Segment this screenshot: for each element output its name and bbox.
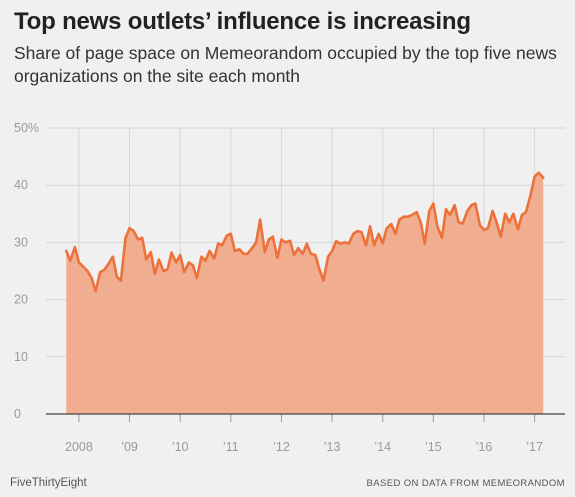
footer-brand: FiveThirtyEight [10, 477, 87, 489]
x-tick-label: ’16 [476, 440, 493, 454]
y-tick-label: 10 [14, 350, 28, 364]
x-tick-label: ’10 [172, 440, 189, 454]
axes: 0 10 20 30 40 50% 2008 ’09 ’10 ’11 ’12 ’13 ’14 ’15 ’16… [14, 121, 565, 454]
y-tick-label: 40 [14, 178, 28, 192]
y-tick-label: 50% [14, 121, 39, 135]
x-tick-label: 2008 [65, 440, 93, 454]
y-tick-label: 0 [14, 407, 21, 421]
y-tick-label: 20 [14, 293, 28, 307]
x-tick-label: ’15 [425, 440, 442, 454]
chart-title: Top news outlets’ influence is increasin… [14, 8, 471, 35]
x-tick-label: ’09 [121, 440, 138, 454]
series-area [66, 172, 544, 414]
plot-area [64, 171, 545, 414]
chart-subtitle: Share of page space on Memeorandom occup… [14, 43, 557, 86]
x-tick-label: ’17 [526, 440, 543, 454]
footer-source: BASED ON DATA FROM MEMEORANDOM [366, 478, 565, 489]
series-line [64, 171, 545, 293]
x-tick-label: ’11 [223, 440, 239, 454]
x-tick-label: ’14 [374, 440, 391, 454]
x-tick-label: ’12 [273, 440, 290, 454]
y-tick-label: 30 [14, 235, 28, 249]
x-tick-label: ’13 [324, 440, 341, 454]
